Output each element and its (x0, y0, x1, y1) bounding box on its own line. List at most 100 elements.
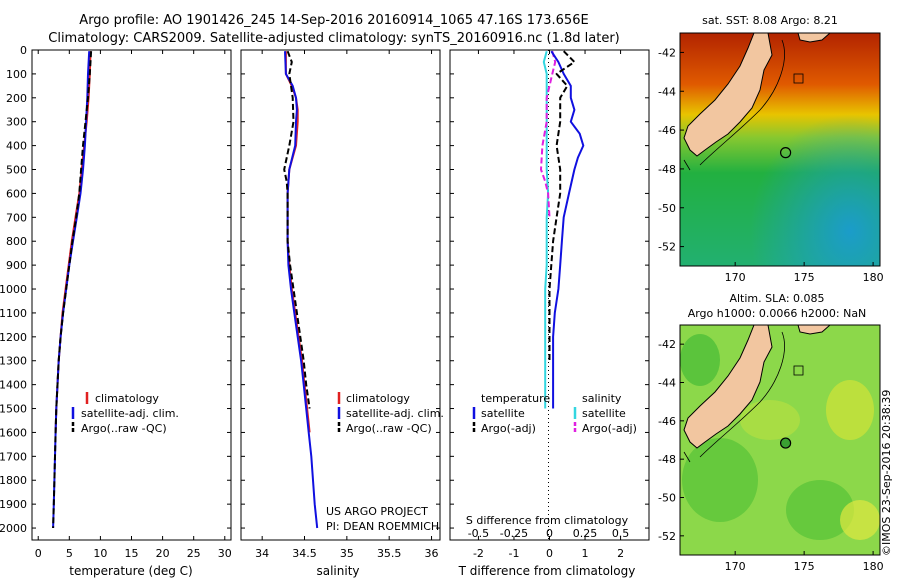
x-tick-label: 5 (66, 547, 73, 560)
x2-tick-label: 0 (546, 527, 553, 540)
map-sla-chatham-rise (793, 365, 804, 376)
depth-tick-label: 300 (6, 116, 27, 129)
project-annotation-line-2: PI: DEAN ROEMMICH (326, 520, 439, 533)
series-line-argo-raw-qc- (283, 50, 311, 409)
map-sst-frame (679, 32, 881, 267)
x-tick-label: 35 (340, 547, 354, 560)
temperature-legend: climatology satellite-adj. clim. Argo(..… (71, 392, 179, 435)
salinity-difference-label: S difference from climatology (466, 514, 629, 527)
map-sla-shelf-contour (683, 331, 785, 463)
map-sst-axes: 170 175 180 -42 -44 -46 -48 -50 -52 (658, 46, 884, 284)
map-sst-argo-location (779, 147, 792, 159)
x-tick-label: 34.5 (292, 547, 317, 560)
x-tick-label: 34 (255, 547, 269, 560)
x-tick-label: 25 (187, 547, 201, 560)
x-tick-label: 36 (425, 547, 439, 560)
temperature-x-axis: 0 5 10 15 20 25 30 (35, 50, 232, 560)
x-tick-label: 15 (125, 547, 139, 560)
series-line-salinity-argo-adj- (540, 50, 557, 218)
x-tick-label: 35.5 (377, 547, 402, 560)
temperature-difference-label: T difference from climatology (458, 564, 636, 578)
difference-legend-temp-argo: Argo(-adj) (481, 422, 536, 435)
map-sst-shelf-contour (683, 39, 785, 171)
x-tick-label: 20 (156, 547, 170, 560)
map-sst-title: sat. SST: 8.08 Argo: 8.21 (702, 14, 838, 27)
map-x-tick-label: 180 (863, 271, 884, 284)
x2-tick-label: -0.25 (500, 527, 528, 540)
depth-tick-label: 500 (6, 164, 27, 177)
map-y-tick-label: -44 (658, 377, 676, 390)
difference-legend-temp-satellite: satellite (481, 407, 525, 420)
x-tick-label: 10 (93, 547, 107, 560)
x-tick-label: 30 (218, 547, 232, 560)
map-y-tick-label: -44 (658, 85, 676, 98)
x-tick-label: 0 (35, 547, 42, 560)
temperature-legend-climatology: climatology (95, 392, 159, 405)
map-y-tick-label: -52 (658, 530, 676, 543)
depth-tick-label: 1100 (0, 307, 27, 320)
map-y-tick-label: -48 (658, 163, 676, 176)
map-x-tick-label: 170 (725, 560, 746, 573)
depth-axis: 0 100 200 300 400 500 600 700 800 900 1000 1100 1200… (0, 44, 649, 535)
map-sla-argo-location (779, 437, 792, 449)
map-sst-north-island (797, 33, 831, 43)
salinity-x-axis: 34 34.5 35 35.5 36 (255, 50, 439, 560)
series-line-satellite-adj-clim- (284, 51, 319, 529)
x-tick-label: 2 (617, 547, 624, 560)
map-sla-field (680, 325, 880, 555)
map-sla-south-island (683, 325, 773, 449)
difference-legend-salinity-title: salinity (582, 392, 622, 405)
depth-tick-label: 700 (6, 211, 27, 224)
map-y-tick-label: -46 (658, 124, 676, 137)
salinity-legend: climatology satellite-adj. clim. Argo(..… (337, 392, 444, 435)
depth-tick-label: 2000 (0, 522, 27, 535)
series-line-temperature-argo-adj- (548, 50, 576, 361)
map-y-tick-label: -48 (658, 453, 676, 466)
temperature-legend-satellite: satellite-adj. clim. (81, 407, 179, 420)
map-sst-field (680, 33, 880, 266)
salinity-legend-argo: Argo(..raw -QC) (346, 422, 432, 435)
depth-tick-label: 100 (6, 68, 27, 81)
series-line-satellite-adj-clim- (52, 51, 91, 529)
header-line-1: Argo profile: AO 1901426_245 14-Sep-2016… (79, 13, 588, 28)
depth-tick-label: 900 (6, 259, 27, 272)
map-y-tick-label: -46 (658, 415, 676, 428)
map-x-tick-label: 175 (794, 271, 815, 284)
difference-legend: temperature satellite Argo(-adj) salinit… (472, 392, 637, 435)
depth-tick-label: 1000 (0, 283, 27, 296)
map-x-tick-label: 175 (794, 560, 815, 573)
series-line-argo-raw-qc- (52, 51, 93, 529)
depth-tick-label: 1500 (0, 403, 27, 416)
depth-tick-label: 800 (6, 235, 27, 248)
credit-text: ©IMOS 23-Sep-2016 20:38:39 (880, 390, 893, 556)
map-y-tick-label: -42 (658, 46, 676, 59)
x-tick-label: -2 (473, 547, 484, 560)
x2-tick-label: -0.5 (468, 527, 489, 540)
depth-tick-label: 1900 (0, 498, 27, 511)
x-tick-label: 1 (582, 547, 589, 560)
depth-tick-label: 1600 (0, 426, 27, 439)
depth-tick-label: 1800 (0, 474, 27, 487)
x2-tick-label: 0.25 (573, 527, 598, 540)
map-y-tick-label: -50 (658, 202, 676, 215)
salinity-panel-frame (240, 49, 441, 541)
salinity-series (283, 50, 319, 529)
temperature-legend-argo: Argo(..raw -QC) (81, 422, 167, 435)
difference-x-axis: -2 -1 0 1 2 (473, 50, 624, 560)
map-sst-south-island (683, 33, 773, 157)
map-y-tick-label: -52 (658, 241, 676, 254)
temperature-x-label: temperature (deg C) (69, 564, 192, 578)
map-sst-chatham-rise (793, 73, 804, 84)
salinity-x-label: salinity (316, 564, 359, 578)
salinity-legend-satellite: satellite-adj. clim. (346, 407, 444, 420)
depth-tick-label: 1200 (0, 331, 27, 344)
map-sla-axes: 170 175 180 -42 -44 -46 -48 -50 -52 (658, 338, 884, 573)
depth-tick-label: 0 (20, 44, 27, 57)
depth-tick-label: 1300 (0, 355, 27, 368)
depth-tick-label: 600 (6, 187, 27, 200)
x-tick-label: -1 (508, 547, 519, 560)
map-x-tick-label: 170 (725, 271, 746, 284)
map-y-tick-label: -50 (658, 492, 676, 505)
temperature-panel-frame (31, 49, 232, 541)
